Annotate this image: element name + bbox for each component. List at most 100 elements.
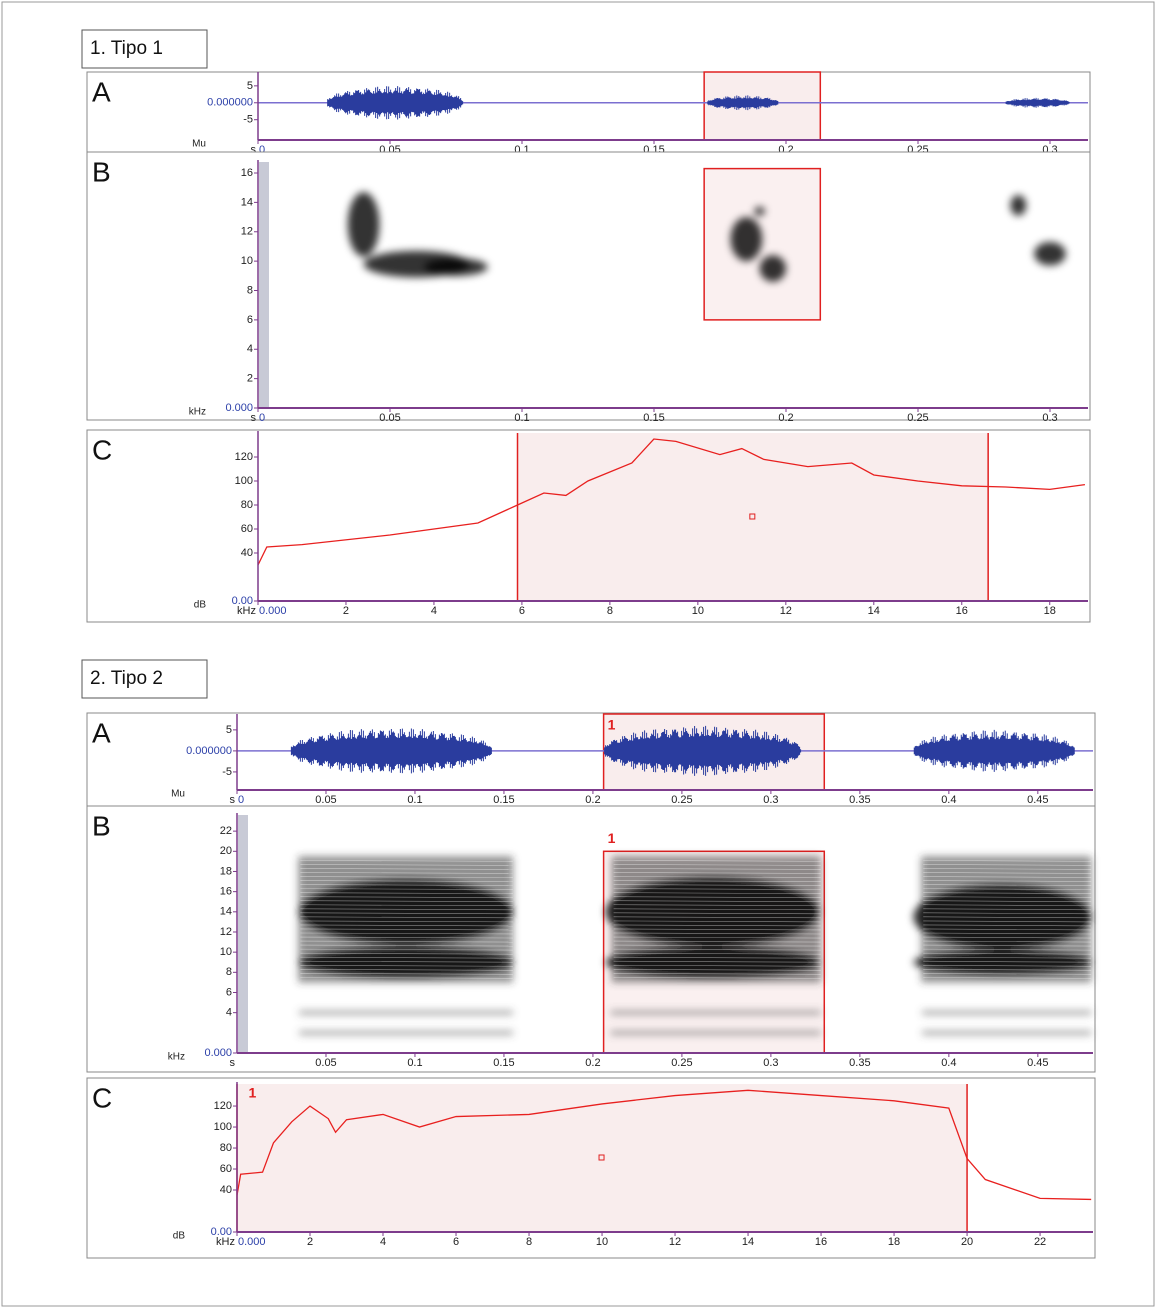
y-unit: dB	[173, 1231, 186, 1242]
y-tick-label: 8	[247, 284, 253, 296]
texture-line	[613, 924, 821, 927]
x-tick-label: 0.3	[763, 1057, 778, 1069]
x-tick-label: 0.1	[407, 1057, 422, 1069]
y-tick-label: 22	[220, 825, 232, 837]
y-tick-label: 0.00	[211, 1226, 232, 1238]
x-tick-label: 12	[780, 605, 792, 617]
x-unit: kHz	[216, 1236, 235, 1248]
x-tick-label: 0.4	[941, 794, 956, 806]
texture-line	[923, 872, 1092, 874]
texture-line	[613, 912, 821, 915]
texture-line	[923, 880, 1092, 882]
texture-line	[923, 908, 1092, 911]
texture-line	[613, 892, 821, 894]
x-tick-label: 0.15	[493, 1057, 514, 1069]
x-tick-label: 0.15	[493, 794, 514, 806]
texture-line	[300, 948, 513, 951]
texture-line	[300, 928, 513, 931]
x-tick-label: 0.05	[315, 794, 336, 806]
texture-line	[613, 920, 821, 923]
x-tick-label: 0.2	[585, 794, 600, 806]
texture-line	[613, 884, 821, 886]
figure-title: 2. Tipo 2	[90, 668, 163, 689]
texture-line	[923, 952, 1092, 955]
x-tick-label: 16	[815, 1236, 827, 1248]
panel-letter: C	[92, 1082, 112, 1113]
texture-line	[300, 924, 513, 927]
y-tick-label: -5	[222, 766, 232, 778]
waveform-signal	[327, 86, 464, 120]
figure-title: 1. Tipo 1	[90, 38, 163, 59]
y-tick-label: 2	[247, 373, 253, 385]
x-tick-label: 0.45	[1027, 794, 1048, 806]
texture-line	[300, 880, 513, 882]
x-tick-label: 0	[259, 412, 265, 424]
texture-line	[300, 944, 513, 947]
y-tick-label: 60	[220, 1163, 232, 1175]
texture-line	[923, 960, 1092, 963]
x-tick-label: 18	[1044, 605, 1056, 617]
energy	[299, 879, 513, 945]
y-tick-label: 14	[241, 196, 253, 208]
y-tick-label: 100	[235, 475, 253, 487]
texture-line	[923, 904, 1092, 907]
x-tick-label: 0.25	[671, 1057, 692, 1069]
texture-line	[300, 936, 513, 939]
figure: 2. Tipo 2 A 1 5 0.000000 -5 0 0.05 0.1 0.15 0.2 0.2…	[81, 659, 1096, 1259]
texture-line	[300, 872, 513, 874]
x-tick-label: 0.35	[849, 794, 870, 806]
x-tick-label: 0.35	[849, 1057, 870, 1069]
texture-line	[613, 908, 821, 911]
y-unit: kHz	[189, 407, 206, 418]
y-tick-label: 16	[220, 886, 232, 898]
texture-line	[923, 928, 1092, 931]
texture-line	[613, 964, 821, 967]
scroll-strip	[259, 162, 269, 408]
handle	[749, 513, 756, 520]
x-tick-label: 0.1	[514, 412, 529, 424]
texture-line	[613, 973, 821, 975]
y-tick-label: 5	[226, 724, 232, 736]
x-tick-label: 14	[868, 605, 880, 617]
x-tick-label: 2	[307, 1236, 313, 1248]
y-tick-label: 4	[226, 1007, 232, 1019]
x-tick-label: 0.2	[585, 1057, 600, 1069]
y-tick-label: 60	[241, 523, 253, 535]
texture-line	[923, 968, 1092, 971]
x-tick-label: 4	[431, 605, 437, 617]
texture-line	[923, 900, 1092, 903]
panel-letter: B	[92, 810, 111, 841]
texture-line	[613, 904, 821, 907]
y-tick-label: 120	[235, 451, 253, 463]
x-tick-label: 22	[1034, 1236, 1046, 1248]
x-unit: s	[251, 412, 257, 424]
texture-line	[923, 920, 1092, 923]
texture-line	[613, 960, 821, 963]
x-tick-label: 0.2	[778, 412, 793, 424]
texture-line	[613, 876, 821, 878]
texture-line	[613, 864, 821, 866]
texture-line	[300, 932, 513, 935]
waveform-signal	[707, 95, 779, 111]
texture-line	[300, 960, 513, 963]
energy-band	[922, 1010, 1092, 1015]
handle	[598, 1154, 605, 1161]
texture-line	[923, 864, 1092, 866]
texture-line	[613, 916, 821, 919]
texture-line	[300, 896, 513, 898]
y-tick-label: 80	[241, 499, 253, 511]
x-tick-label: 0.45	[1027, 1057, 1048, 1069]
selection-label: 1	[608, 717, 616, 733]
spectrum-panel: C 1 0.00 40 60 80 100 120 0.000 2 4 6 8 10 12 14 16 18 20 2…	[86, 1077, 1096, 1259]
texture-line	[613, 900, 821, 903]
selection-label: 1	[608, 830, 616, 846]
energy	[754, 206, 765, 216]
texture-line	[613, 928, 821, 931]
texture-line	[300, 900, 513, 903]
texture-line	[300, 864, 513, 866]
x-tick-label: 4	[380, 1236, 386, 1248]
x-tick-label: 6	[519, 605, 525, 617]
spectrum-panel: C 0.00 40 60 80 100 120 0.000 2 4 6 8 10 12 14 16 18 kHz d…	[86, 429, 1091, 623]
x-tick-label: 0.1	[407, 794, 422, 806]
panel-frame	[86, 151, 1091, 421]
